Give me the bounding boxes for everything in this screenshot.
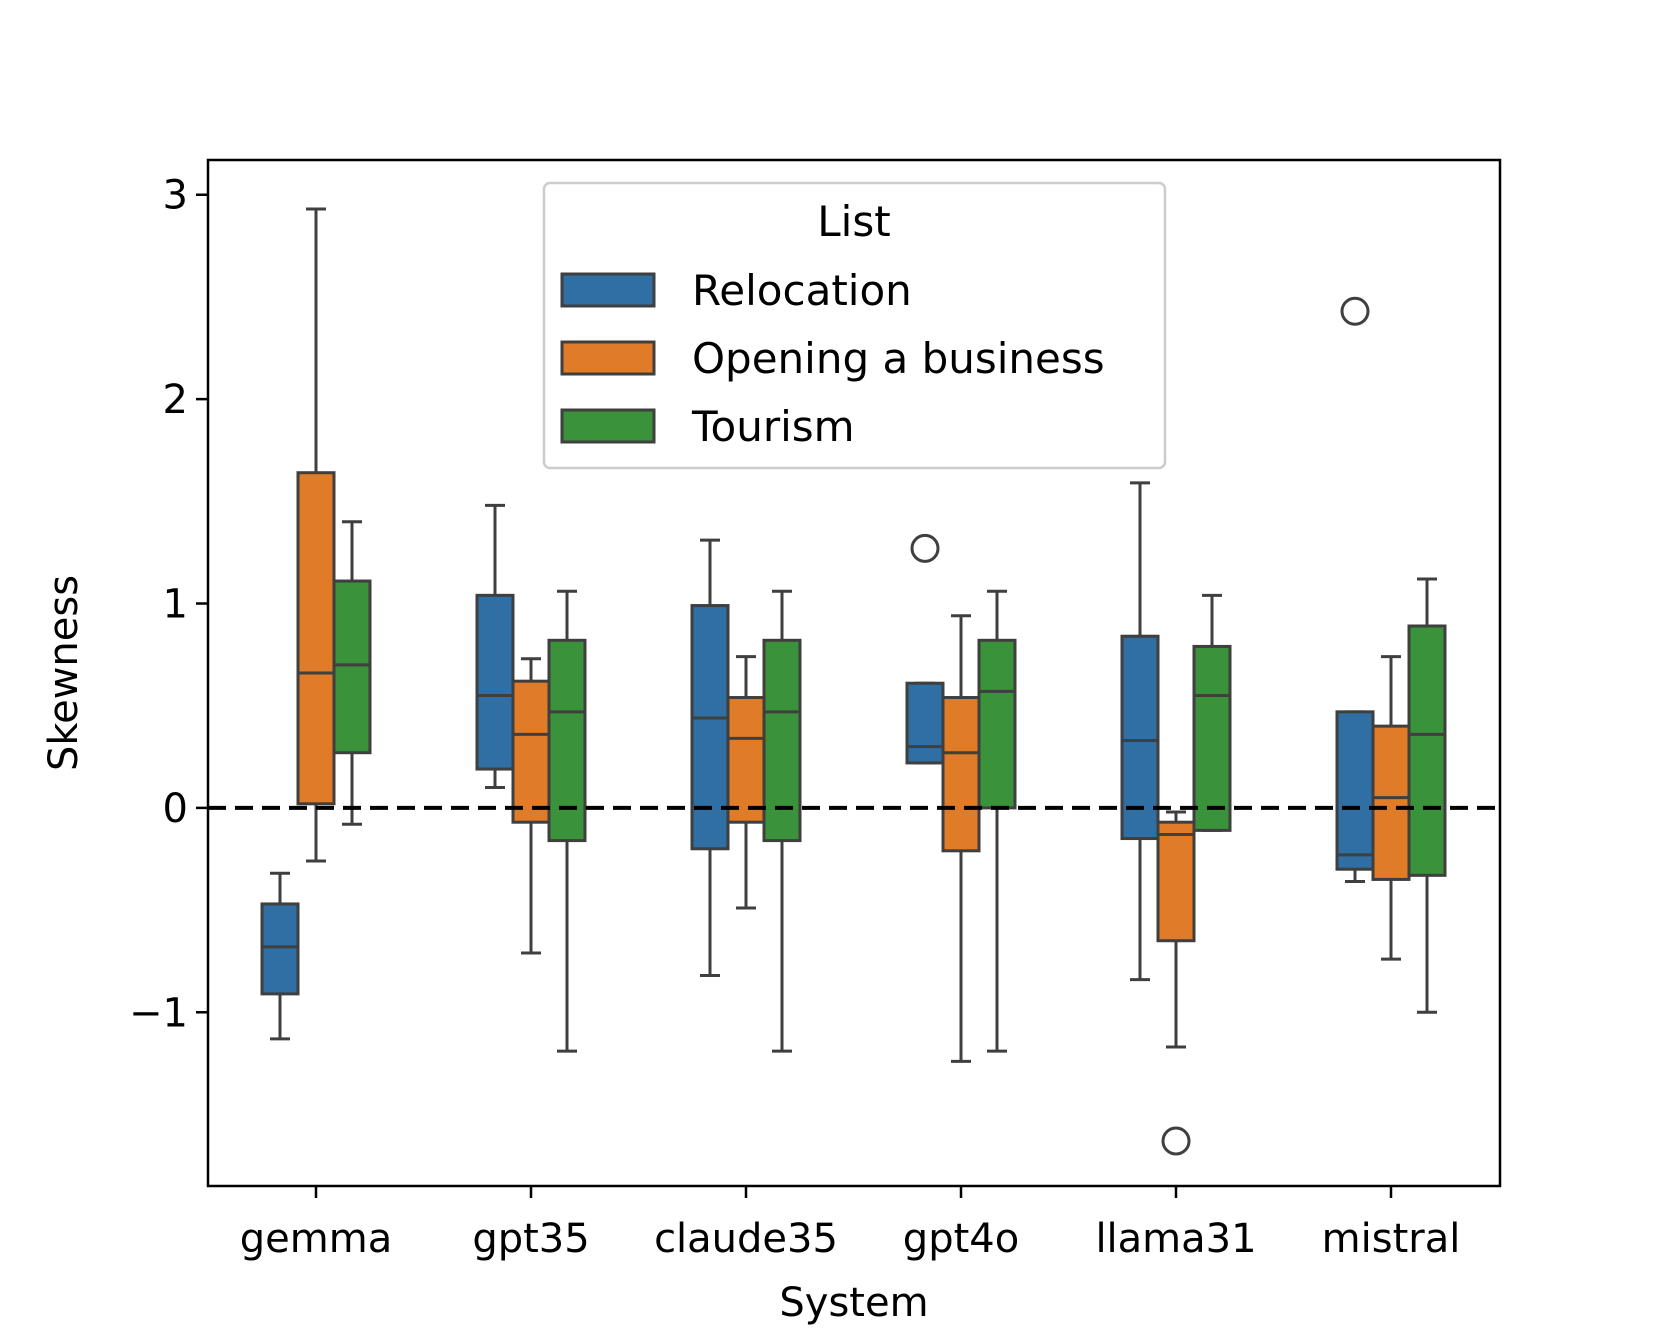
x-tick-label: gemma: [240, 1216, 392, 1262]
legend-swatch: [560, 340, 656, 376]
box-group: [260, 871, 300, 1041]
boxes-layer: [208, 207, 1500, 1156]
x-axis-title: System: [779, 1280, 928, 1326]
box-group: [1371, 655, 1411, 961]
box-iqr: [762, 638, 802, 843]
box-iqr: [941, 696, 981, 853]
y-axis-title: Skewness: [41, 575, 87, 771]
box-iqr: [1407, 624, 1447, 877]
outlier-point: [910, 533, 940, 563]
box-iqr: [1156, 820, 1196, 943]
box-iqr: [1120, 634, 1160, 841]
y-tick-label: 2: [163, 377, 188, 423]
x-tick-label: llama31: [1095, 1216, 1256, 1262]
y-tick-label: −1: [129, 990, 188, 1036]
legend-label: Relocation: [692, 266, 912, 315]
legend-title: List: [817, 197, 890, 246]
y-tick-label: 3: [163, 173, 188, 219]
box-iqr: [296, 471, 336, 806]
legend: List Relocation Opening a business Tourism: [542, 181, 1167, 470]
box-iqr: [726, 696, 766, 824]
box-iqr: [547, 638, 587, 843]
box-iqr: [690, 604, 730, 851]
box-group: [1192, 593, 1232, 832]
box-group: [511, 657, 551, 955]
box-iqr: [260, 902, 300, 996]
box-group: [475, 503, 515, 789]
outlier-point: [1340, 296, 1370, 326]
plot-frame: [206, 158, 1502, 1188]
x-tick-label: gpt4o: [903, 1216, 1019, 1262]
y-tick-label: 1: [163, 582, 188, 628]
box-iqr: [511, 679, 551, 824]
legend-swatch: [560, 408, 656, 444]
box-group: [1120, 481, 1160, 982]
legend-label: Opening a business: [692, 334, 1105, 383]
box-group: [977, 589, 1017, 1053]
x-tick-label: mistral: [1322, 1216, 1461, 1262]
box-iqr: [1371, 724, 1411, 881]
box-group: [296, 207, 336, 863]
outlier-point: [1161, 1126, 1191, 1156]
box-group: [332, 520, 372, 826]
box-group: [547, 589, 587, 1053]
legend-items: Relocation Opening a business Tourism: [560, 266, 1105, 451]
legend-frame: [542, 181, 1167, 470]
legend-swatch: [560, 272, 656, 308]
box-iqr: [1192, 644, 1232, 832]
box-group: [1156, 810, 1196, 1156]
box-iqr: [977, 638, 1017, 810]
axes-layer: −1 0 1 2 3 gemma gpt35 claude35 gpt4o llama31 mist…: [129, 173, 1460, 1262]
box-iqr: [1335, 710, 1375, 871]
box-group: [726, 655, 766, 910]
x-tick-label: gpt35: [472, 1216, 589, 1262]
y-tick-label: 0: [163, 786, 188, 832]
x-tick-label: claude35: [654, 1216, 838, 1262]
box-group: [1407, 577, 1447, 1014]
box-group: [941, 614, 981, 1063]
box-iqr: [905, 681, 945, 765]
box-group: [1335, 296, 1375, 883]
box-iqr: [332, 579, 372, 755]
legend-label: Tourism: [691, 402, 855, 451]
box-iqr: [475, 593, 515, 771]
